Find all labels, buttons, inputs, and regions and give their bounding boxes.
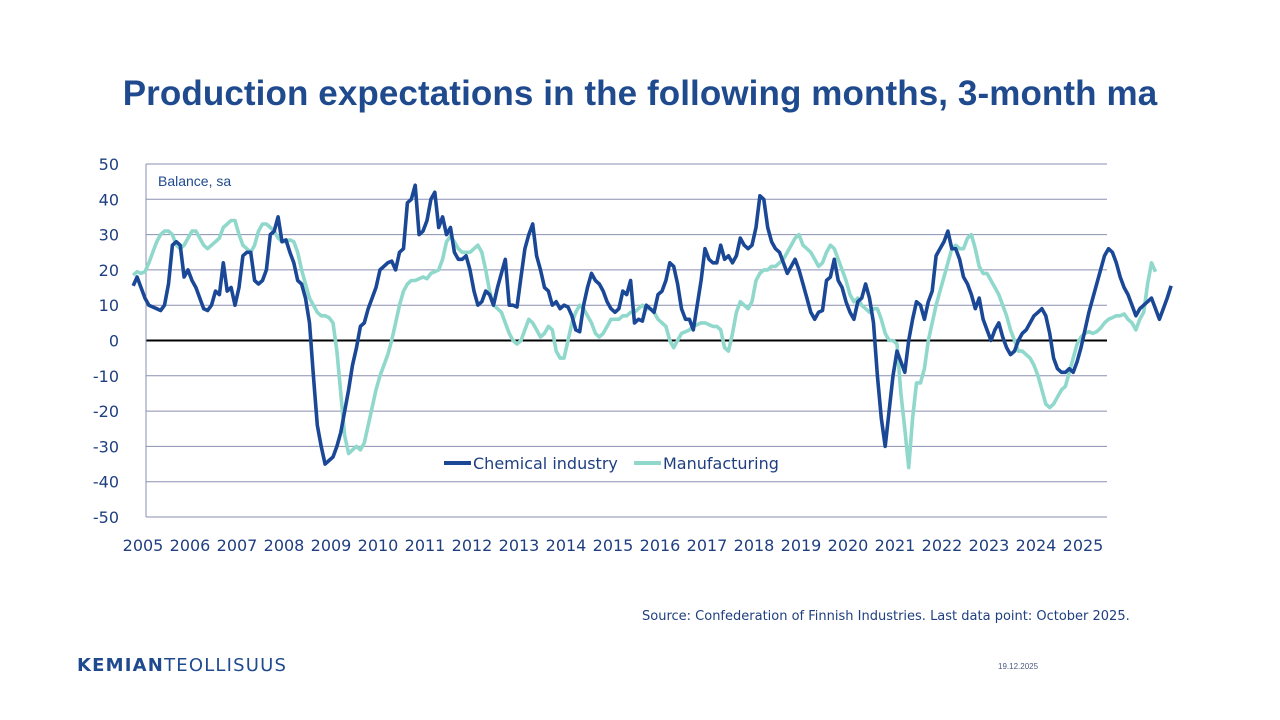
logo-light: TEOLLISUUS [164, 655, 288, 676]
x-tick-label: 2005 [123, 536, 164, 555]
x-tick-label: 2009 [311, 536, 352, 555]
x-tick-label: 2007 [217, 536, 258, 555]
y-tick-label: 20 [99, 261, 119, 280]
y-tick-label: 0 [109, 332, 119, 351]
series-lines [131, 183, 1173, 470]
y-tick-label: 10 [99, 296, 119, 315]
series-line-manufacturing [131, 218, 1158, 470]
x-tick-label: 2025 [1063, 536, 1104, 555]
x-axis-ticks: 2005 2006 2007 2008 2009 2010 2011 2012 2013 2014… [123, 536, 1104, 555]
x-tick-label: 2015 [593, 536, 634, 555]
y-tick-label: 50 [99, 155, 119, 174]
x-tick-label: 2016 [640, 536, 681, 555]
x-tick-label: 2019 [781, 536, 822, 555]
slide-date: 19.12.2025 [998, 662, 1039, 671]
y-tick-label: -40 [93, 473, 119, 492]
legend: Chemical industry Manufacturing [444, 454, 779, 473]
y-tick-label: -30 [93, 437, 119, 456]
x-tick-label: 2017 [687, 536, 728, 555]
x-tick-label: 2022 [922, 536, 963, 555]
x-tick-label: 2021 [875, 536, 916, 555]
logo: KEMIANTEOLLISUUS [77, 655, 287, 676]
chart-title: Production expectations in the following… [122, 74, 1158, 113]
legend-label-manufacturing: Manufacturing [663, 454, 779, 473]
y-tick-label: 40 [99, 190, 119, 209]
x-tick-label: 2011 [405, 536, 446, 555]
x-tick-label: 2014 [546, 536, 587, 555]
y-tick-label: -20 [93, 402, 119, 421]
x-tick-label: 2008 [264, 536, 305, 555]
x-tick-label: 2013 [499, 536, 540, 555]
source-note: Source: Confederation of Finnish Industr… [642, 609, 1130, 624]
x-tick-label: 2024 [1016, 536, 1057, 555]
x-tick-label: 2012 [452, 536, 493, 555]
logo-bold: KEMIAN [77, 655, 165, 676]
x-tick-label: 2018 [734, 536, 775, 555]
legend-label-chemical: Chemical industry [473, 454, 618, 473]
y-axis-ticks: 50 40 30 20 10 0 -10 -20 -30 -40 -50 [93, 155, 119, 527]
x-tick-label: 2006 [170, 536, 211, 555]
y-tick-label: 30 [99, 226, 119, 245]
x-tick-label: 2023 [969, 536, 1010, 555]
y-tick-label: -10 [93, 367, 119, 386]
gridlines [145, 163, 1107, 518]
series-line-chemical-industry [131, 183, 1173, 466]
x-tick-label: 2020 [828, 536, 869, 555]
x-tick-label: 2010 [358, 536, 399, 555]
unit-label: Balance, sa [158, 173, 231, 189]
y-tick-label: -50 [93, 508, 119, 527]
